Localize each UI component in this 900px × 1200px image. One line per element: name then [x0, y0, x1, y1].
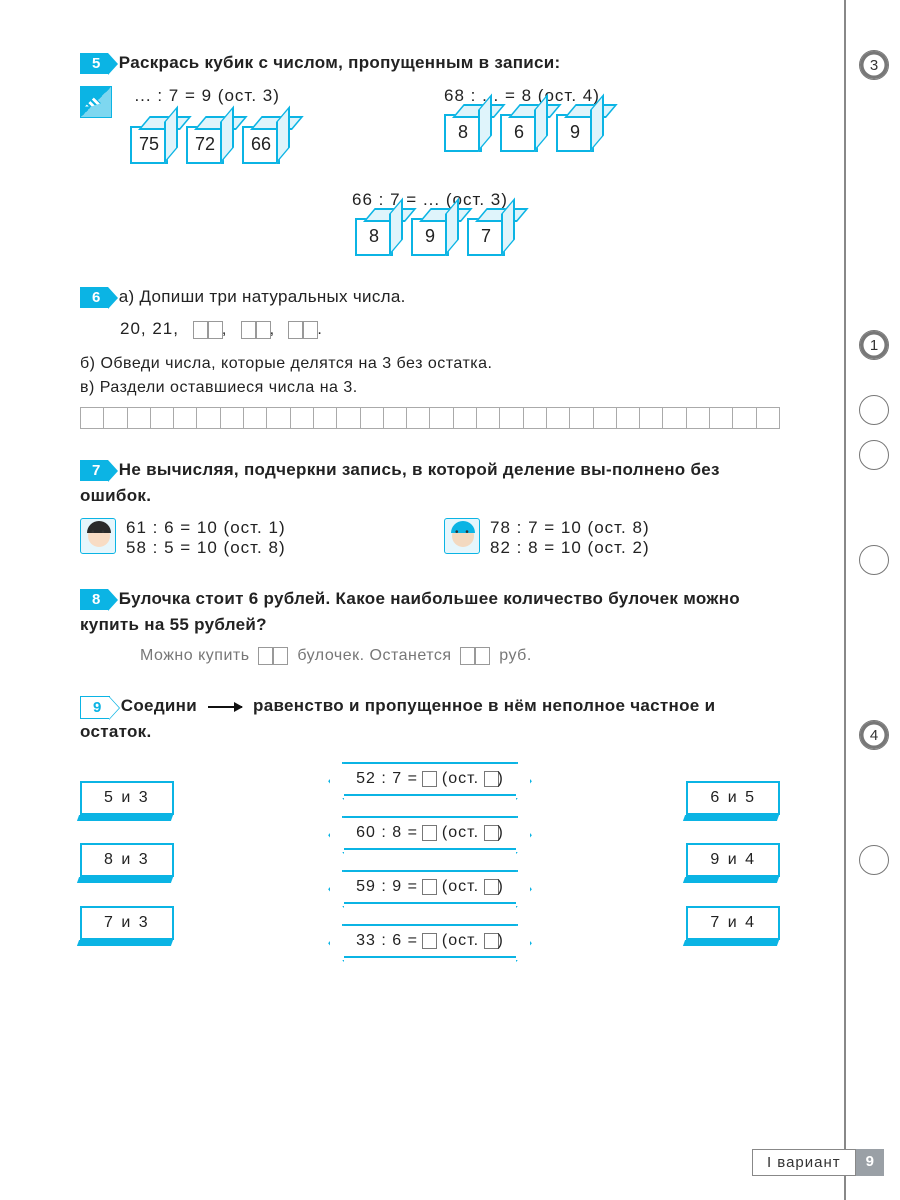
task-subprompt: в) Раздели оставшиеся числа на 3. — [80, 379, 780, 397]
page-number: 9 — [856, 1149, 884, 1176]
task-prompt: Булочка стоит 6 рублей. Какое наибольшее… — [80, 589, 740, 634]
task5-left: ... : 7 = 9 (ост. 3) 75 72 66 — [80, 86, 416, 164]
task5-right: 68 : ... = 8 (ост. 4) 8 6 9 — [444, 86, 780, 164]
task-prompt: а) Допиши три натуральных числа. — [119, 287, 406, 306]
sequence-prefix: 20, 21, — [120, 319, 179, 338]
cube[interactable]: 72 — [186, 126, 224, 164]
match-equation[interactable]: 59 : 9 = (ост. ) — [342, 870, 518, 904]
page-content: 5 Раскрась кубик с числом, пропущенным в… — [80, 50, 780, 986]
cube[interactable]: 9 — [556, 114, 594, 152]
task-9: 9 Соедини равенство и пропущенное в нём … — [80, 693, 780, 958]
cube[interactable]: 8 — [444, 114, 482, 152]
worksheet-page: 5 Раскрась кубик с числом, пропущенным в… — [0, 0, 900, 1200]
cube[interactable]: 6 — [500, 114, 538, 152]
task-number-badge: 8 — [80, 589, 108, 610]
match-label[interactable]: 5 и 3 — [80, 781, 174, 815]
answer-template-text: Можно купить — [140, 647, 250, 664]
equation-text: 82 : 8 = 10 (ост. 2) — [490, 538, 650, 558]
score-bubble[interactable] — [859, 545, 889, 575]
task7-right: 78 : 7 = 10 (ост. 8) 82 : 8 = 10 (ост. 2… — [444, 518, 780, 558]
match-equation[interactable]: 60 : 8 = (ост. ) — [342, 816, 518, 850]
task-number-badge: 7 — [80, 460, 108, 481]
match-label[interactable]: 7 и 3 — [80, 906, 174, 940]
task-number-badge: 6 — [80, 287, 108, 308]
match-label[interactable]: 7 и 4 — [686, 906, 780, 940]
score-bubble[interactable]: 1 — [859, 330, 889, 360]
page-footer: I вариант 9 — [752, 1149, 884, 1176]
score-bubble-strip: 3 1 4 — [844, 0, 900, 1200]
match-label[interactable]: 9 и 4 — [686, 843, 780, 877]
task-number-badge: 9 — [80, 696, 110, 719]
equation-text: 66 : 7 = ... (ост. 3) — [80, 190, 780, 210]
task-prompt: Раскрась кубик с числом, пропущенным в з… — [119, 53, 561, 72]
task-6: 6 а) Допиши три натуральных числа. 20, 2… — [80, 284, 780, 430]
variant-label: I вариант — [752, 1149, 856, 1176]
score-bubble[interactable] — [859, 440, 889, 470]
cube[interactable]: 75 — [130, 126, 168, 164]
equation-text: 78 : 7 = 10 (ост. 8) — [490, 518, 650, 538]
match-label[interactable]: 8 и 3 — [80, 843, 174, 877]
task-8: 8 Булочка стоит 6 рублей. Какое наибольш… — [80, 586, 780, 665]
equation-text: ... : 7 = 9 (ост. 3) — [134, 86, 279, 105]
score-bubble[interactable] — [859, 845, 889, 875]
answer-box-pair[interactable] — [289, 321, 317, 339]
task-5: 5 Раскрась кубик с числом, пропущенным в… — [80, 50, 780, 256]
cube[interactable]: 7 — [467, 218, 505, 256]
score-bubble[interactable] — [859, 395, 889, 425]
answer-box-pair[interactable] — [259, 647, 287, 665]
answer-template-text: руб. — [499, 647, 532, 664]
task-prompt: Не вычисляя, подчеркни запись, в которой… — [80, 460, 720, 505]
score-bubble[interactable]: 4 — [859, 720, 889, 750]
match-center-column: 52 : 7 = (ост. ) 60 : 8 = (ост. ) 59 : 9 =… — [342, 762, 518, 958]
score-bubble[interactable]: 3 — [859, 50, 889, 80]
answer-grid-strip[interactable] — [80, 407, 780, 429]
match-label[interactable]: 6 и 5 — [686, 781, 780, 815]
match-equation[interactable]: 52 : 7 = (ост. ) — [342, 762, 518, 796]
equation-text: 68 : ... = 8 (ост. 4) — [444, 86, 780, 106]
cube[interactable]: 8 — [355, 218, 393, 256]
face-icon — [444, 518, 480, 554]
face-icon — [80, 518, 116, 554]
task-subprompt: б) Обведи числа, которые делятся на 3 бе… — [80, 355, 780, 373]
pencil-icon — [80, 86, 112, 118]
match-equation[interactable]: 33 : 6 = (ост. ) — [342, 924, 518, 958]
answer-box-pair[interactable] — [242, 321, 270, 339]
equation-text: 58 : 5 = 10 (ост. 8) — [126, 538, 286, 558]
task-number-badge: 5 — [80, 53, 108, 74]
cube[interactable]: 66 — [242, 126, 280, 164]
task-prompt: Соедини — [121, 696, 197, 715]
answer-box-pair[interactable] — [194, 321, 222, 339]
answer-template-text: булочек. Останется — [297, 647, 451, 664]
task5-center: 66 : 7 = ... (ост. 3) 8 9 7 — [80, 190, 780, 256]
cube[interactable]: 9 — [411, 218, 449, 256]
arrow-icon — [208, 706, 242, 708]
task-7: 7 Не вычисляя, подчеркни запись, в котор… — [80, 457, 780, 558]
equation-text: 61 : 6 = 10 (ост. 1) — [126, 518, 286, 538]
answer-box-pair[interactable] — [461, 647, 489, 665]
task7-left: 61 : 6 = 10 (ост. 1) 58 : 5 = 10 (ост. 8… — [80, 518, 416, 558]
